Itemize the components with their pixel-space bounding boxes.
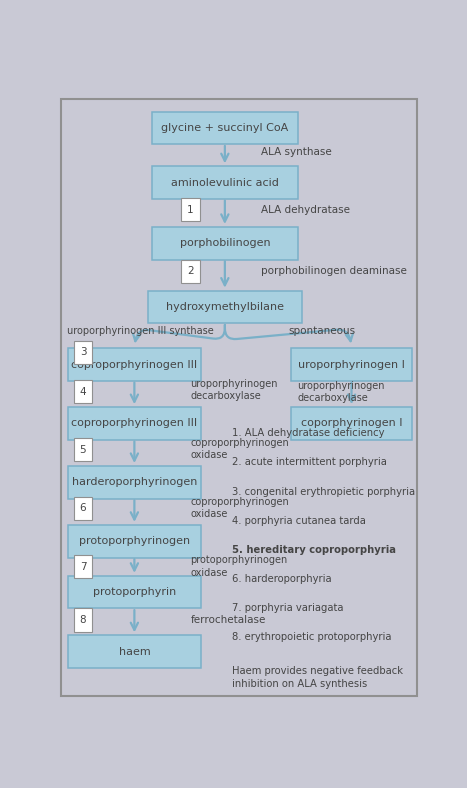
Text: 2. acute intermittent porphyria: 2. acute intermittent porphyria — [232, 457, 387, 467]
Text: 8. erythropoietic protoporphyria: 8. erythropoietic protoporphyria — [232, 632, 392, 642]
FancyBboxPatch shape — [148, 291, 302, 323]
Text: 2: 2 — [187, 266, 194, 276]
FancyBboxPatch shape — [152, 227, 298, 259]
Text: ALA synthase: ALA synthase — [261, 147, 332, 157]
Text: ferrochetalase: ferrochetalase — [191, 615, 266, 625]
FancyBboxPatch shape — [74, 341, 92, 364]
FancyBboxPatch shape — [74, 555, 92, 578]
Text: 6: 6 — [80, 504, 86, 513]
FancyBboxPatch shape — [74, 608, 92, 631]
Text: uroporphyrinogen I: uroporphyrinogen I — [298, 359, 405, 370]
Text: uroporphyrinogen
decarboxylase: uroporphyrinogen decarboxylase — [297, 381, 385, 403]
FancyBboxPatch shape — [68, 576, 201, 608]
Text: porphobilinogen: porphobilinogen — [179, 238, 270, 248]
Text: coporphyrinogen I: coporphyrinogen I — [301, 418, 402, 429]
FancyBboxPatch shape — [68, 635, 201, 668]
FancyBboxPatch shape — [68, 525, 201, 558]
Text: 3. congenital erythropietic porphyria: 3. congenital erythropietic porphyria — [232, 486, 415, 496]
Text: haem: haem — [119, 647, 150, 656]
Text: 7. porphyria variagata: 7. porphyria variagata — [232, 603, 344, 613]
Text: protoporphyrin: protoporphyrin — [93, 587, 176, 597]
Text: harderoporphyrinogen: harderoporphyrinogen — [72, 478, 197, 487]
Text: protoporphyrinogen
oxidase: protoporphyrinogen oxidase — [191, 556, 288, 578]
FancyBboxPatch shape — [181, 259, 200, 283]
Text: 4: 4 — [80, 387, 86, 397]
FancyBboxPatch shape — [291, 348, 412, 381]
FancyBboxPatch shape — [68, 466, 201, 499]
FancyBboxPatch shape — [68, 407, 201, 440]
Text: 7: 7 — [80, 562, 86, 571]
Text: protoporphyrinogen: protoporphyrinogen — [79, 536, 190, 546]
FancyBboxPatch shape — [74, 381, 92, 403]
Text: aminolevulinic acid: aminolevulinic acid — [171, 177, 279, 188]
FancyBboxPatch shape — [74, 497, 92, 520]
FancyBboxPatch shape — [68, 348, 201, 381]
FancyBboxPatch shape — [291, 407, 412, 440]
Text: glycine + succinyl CoA: glycine + succinyl CoA — [161, 123, 289, 133]
Text: 8: 8 — [80, 615, 86, 625]
FancyBboxPatch shape — [74, 438, 92, 461]
Text: 1: 1 — [187, 205, 194, 215]
Text: porphobilinogen deaminase: porphobilinogen deaminase — [261, 266, 407, 276]
Text: coproporphyrinogen III: coproporphyrinogen III — [71, 418, 198, 429]
Text: 6. harderoporphyria: 6. harderoporphyria — [232, 574, 332, 584]
FancyBboxPatch shape — [152, 166, 298, 199]
Text: 3: 3 — [80, 348, 86, 358]
Text: coproporphyrinogen
oxidase: coproporphyrinogen oxidase — [191, 496, 289, 519]
Text: 1. ALA dehydratase deficiency: 1. ALA dehydratase deficiency — [232, 429, 385, 438]
Text: ALA dehydratase: ALA dehydratase — [261, 205, 350, 215]
Text: Haem provides negative feedback
inhibition on ALA synthesis: Haem provides negative feedback inhibiti… — [232, 666, 403, 690]
Text: coproporphyrinogen
oxidase: coproporphyrinogen oxidase — [191, 437, 289, 460]
FancyBboxPatch shape — [181, 199, 200, 221]
FancyBboxPatch shape — [152, 112, 298, 144]
Text: spontaneous: spontaneous — [288, 326, 355, 336]
Text: uroporphyrinogen III synthase: uroporphyrinogen III synthase — [67, 326, 214, 336]
Text: coproporphyrinogen III: coproporphyrinogen III — [71, 359, 198, 370]
Text: uroporphyrinogen
decarboxylase: uroporphyrinogen decarboxylase — [191, 379, 278, 401]
Text: 4. porphyria cutanea tarda: 4. porphyria cutanea tarda — [232, 515, 366, 526]
Text: 5. hereditary coproporphyria: 5. hereditary coproporphyria — [232, 545, 396, 555]
Text: hydroxymethylbilane: hydroxymethylbilane — [166, 302, 284, 312]
Text: 5: 5 — [80, 444, 86, 455]
